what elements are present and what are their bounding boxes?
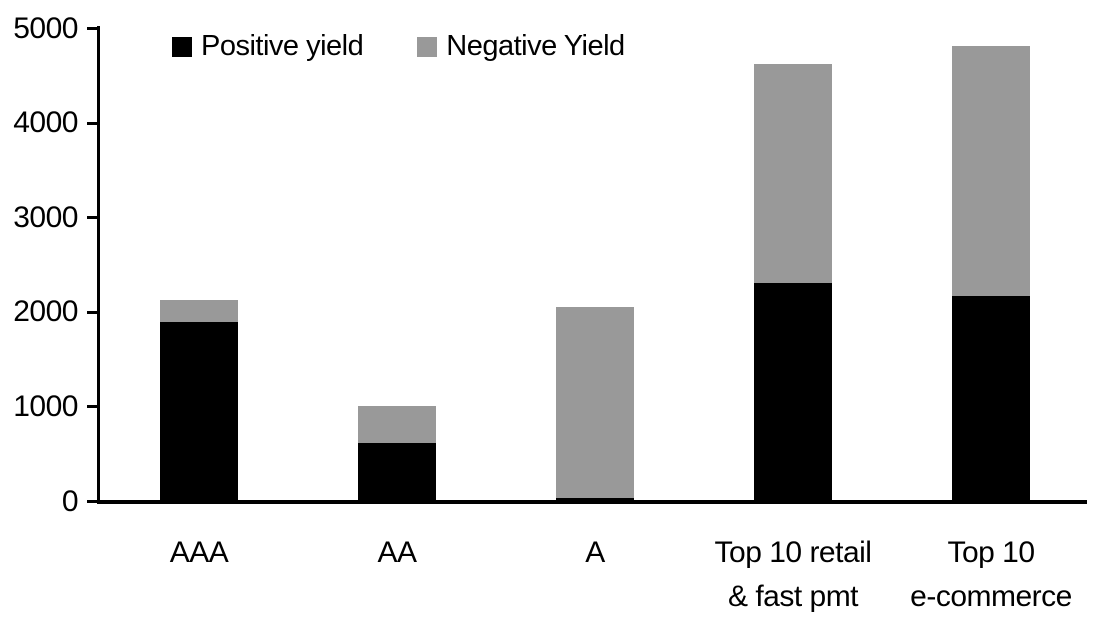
y-tick-label: 4000	[13, 106, 78, 140]
legend-item-positive-yield: Positive yield	[172, 30, 364, 63]
y-tick-mark	[87, 27, 97, 30]
y-tick-label: 3000	[13, 200, 78, 234]
positive-yield-swatch-icon	[172, 36, 192, 57]
category-label: AA	[377, 536, 417, 569]
category-label: AAA	[169, 536, 229, 569]
category-label: A	[585, 536, 605, 569]
y-tick-mark	[87, 500, 97, 503]
legend-label-negative-yield: Negative Yield	[446, 30, 625, 62]
y-tick-label: 2000	[13, 295, 78, 329]
y-tick-mark	[87, 216, 97, 220]
y-tick-mark	[87, 310, 97, 314]
bar-segment-positive	[160, 321, 238, 502]
bar-segment-negative	[358, 406, 436, 443]
legend: Positive yield Negative Yield	[172, 30, 625, 63]
bar-segment-positive	[952, 296, 1030, 502]
x-axis-line	[97, 500, 1087, 504]
bar-segment-negative	[556, 306, 634, 498]
bar-segment-negative	[160, 300, 238, 322]
bar-segment-negative	[952, 45, 1030, 297]
negative-yield-swatch-icon	[417, 36, 438, 57]
y-tick-label: 5000	[13, 11, 78, 45]
category-label: Top 10 e-commerce	[910, 536, 1072, 613]
bar-segment-positive	[754, 282, 832, 502]
bar-segment-positive	[556, 497, 634, 502]
category-label: Top 10 retail & fast pmt	[714, 536, 872, 613]
bar-segment-negative	[754, 64, 832, 283]
bar-segment-positive	[358, 442, 436, 502]
y-tick-mark	[87, 121, 97, 125]
legend-label-positive-yield: Positive yield	[201, 30, 364, 62]
y-tick-label: 0	[61, 484, 79, 518]
y-tick-mark	[87, 405, 97, 409]
y-axis-line	[97, 26, 100, 504]
legend-item-negative-yield: Negative Yield	[417, 30, 625, 63]
y-tick-label: 1000	[13, 389, 78, 423]
